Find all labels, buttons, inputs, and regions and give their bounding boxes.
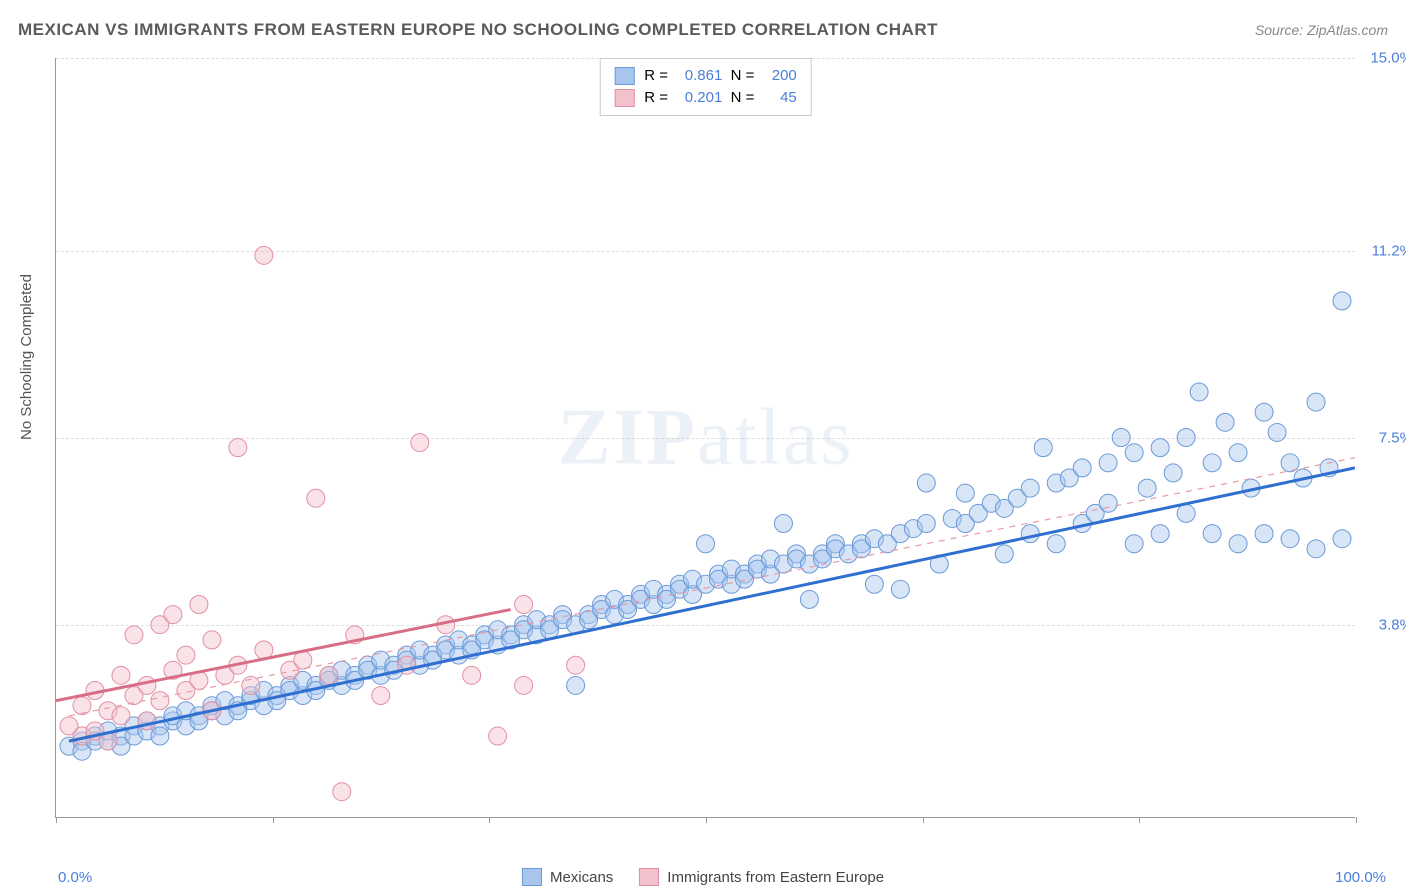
swatch-eastern-europe <box>614 89 634 107</box>
x-axis-max-label: 100.0% <box>1335 869 1386 886</box>
n-value-mexicans: 200 <box>763 65 797 87</box>
x-tick <box>706 817 707 823</box>
x-tick <box>56 817 57 823</box>
data-point <box>1112 429 1130 447</box>
x-tick <box>923 817 924 823</box>
data-point <box>203 631 221 649</box>
legend-row-eastern-europe: R = 0.201 N = 45 <box>614 87 797 109</box>
swatch-mexicans <box>614 67 634 85</box>
n-value-eastern-europe: 45 <box>763 87 797 109</box>
data-point <box>1333 292 1351 310</box>
chart-title: MEXICAN VS IMMIGRANTS FROM EASTERN EUROP… <box>18 20 938 40</box>
data-point <box>125 626 143 644</box>
swatch-eastern-europe-icon <box>639 868 659 886</box>
x-tick <box>273 817 274 823</box>
data-point <box>489 727 507 745</box>
data-point <box>1268 423 1286 441</box>
x-tick <box>1356 817 1357 823</box>
x-tick <box>489 817 490 823</box>
data-point <box>1307 540 1325 558</box>
data-point <box>1151 525 1169 543</box>
data-point <box>463 666 481 684</box>
data-point <box>1307 393 1325 411</box>
data-point <box>164 606 182 624</box>
data-point <box>1255 403 1273 421</box>
r-value-eastern-europe: 0.201 <box>676 87 722 109</box>
data-point <box>697 535 715 553</box>
legend-label-mexicans: Mexicans <box>550 869 613 886</box>
data-point <box>1281 530 1299 548</box>
y-tick-label: 7.5% <box>1379 430 1406 447</box>
chart-svg <box>56 58 1355 817</box>
data-point <box>1255 525 1273 543</box>
data-point <box>177 646 195 664</box>
data-point <box>1138 479 1156 497</box>
x-tick <box>1139 817 1140 823</box>
data-point <box>1047 535 1065 553</box>
data-point <box>1099 494 1117 512</box>
data-point <box>1034 439 1052 457</box>
x-axis-min-label: 0.0% <box>58 869 92 886</box>
data-point <box>372 687 390 705</box>
y-tick-label: 3.8% <box>1379 617 1406 634</box>
r-value-mexicans: 0.861 <box>676 65 722 87</box>
data-point <box>891 580 909 598</box>
series-legend: Mexicans Immigrants from Eastern Europe <box>522 868 884 886</box>
data-point <box>151 692 169 710</box>
y-tick-label: 11.2% <box>1372 242 1406 259</box>
data-point <box>1216 413 1234 431</box>
data-point <box>865 575 883 593</box>
y-axis-title: No Schooling Completed <box>18 274 35 440</box>
data-point <box>1099 454 1117 472</box>
data-point <box>956 484 974 502</box>
data-point <box>1203 454 1221 472</box>
data-point <box>1164 464 1182 482</box>
data-point <box>320 666 338 684</box>
data-point <box>1333 530 1351 548</box>
data-point <box>112 666 130 684</box>
chart-header: MEXICAN VS IMMIGRANTS FROM EASTERN EUROP… <box>18 20 1388 40</box>
data-point <box>1177 429 1195 447</box>
source-attribution: Source: ZipAtlas.com <box>1255 22 1388 38</box>
data-point <box>515 676 533 694</box>
data-point <box>1203 525 1221 543</box>
data-point <box>1229 444 1247 462</box>
data-point <box>917 515 935 533</box>
data-point <box>515 595 533 613</box>
legend-item-mexicans: Mexicans <box>522 868 613 886</box>
data-point <box>1151 439 1169 457</box>
data-point <box>151 727 169 745</box>
data-point <box>411 434 429 452</box>
data-point <box>190 595 208 613</box>
data-point <box>995 545 1013 563</box>
data-point <box>774 515 792 533</box>
data-point <box>1177 504 1195 522</box>
data-point <box>112 707 130 725</box>
data-point <box>1021 525 1039 543</box>
swatch-mexicans-icon <box>522 868 542 886</box>
data-point <box>917 474 935 492</box>
data-point <box>138 676 156 694</box>
data-point <box>800 590 818 608</box>
y-tick-label: 15.0% <box>1370 50 1406 67</box>
data-point <box>255 246 273 264</box>
trend-line <box>69 468 1355 741</box>
legend-item-eastern-europe: Immigrants from Eastern Europe <box>639 868 884 886</box>
legend-label-eastern-europe: Immigrants from Eastern Europe <box>667 869 884 886</box>
plot-area: ZIPatlas R = 0.861 N = 200 R = 0.201 N =… <box>55 58 1355 818</box>
data-point <box>1125 535 1143 553</box>
data-point <box>1073 459 1091 477</box>
data-point <box>1021 479 1039 497</box>
data-point <box>1125 444 1143 462</box>
data-point <box>1190 383 1208 401</box>
data-point <box>1229 535 1247 553</box>
data-point <box>229 439 247 457</box>
data-point <box>333 783 351 801</box>
data-point <box>73 697 91 715</box>
data-point <box>567 656 585 674</box>
correlation-legend: R = 0.861 N = 200 R = 0.201 N = 45 <box>599 58 812 116</box>
data-point <box>307 489 325 507</box>
data-point <box>567 676 585 694</box>
legend-row-mexicans: R = 0.861 N = 200 <box>614 65 797 87</box>
